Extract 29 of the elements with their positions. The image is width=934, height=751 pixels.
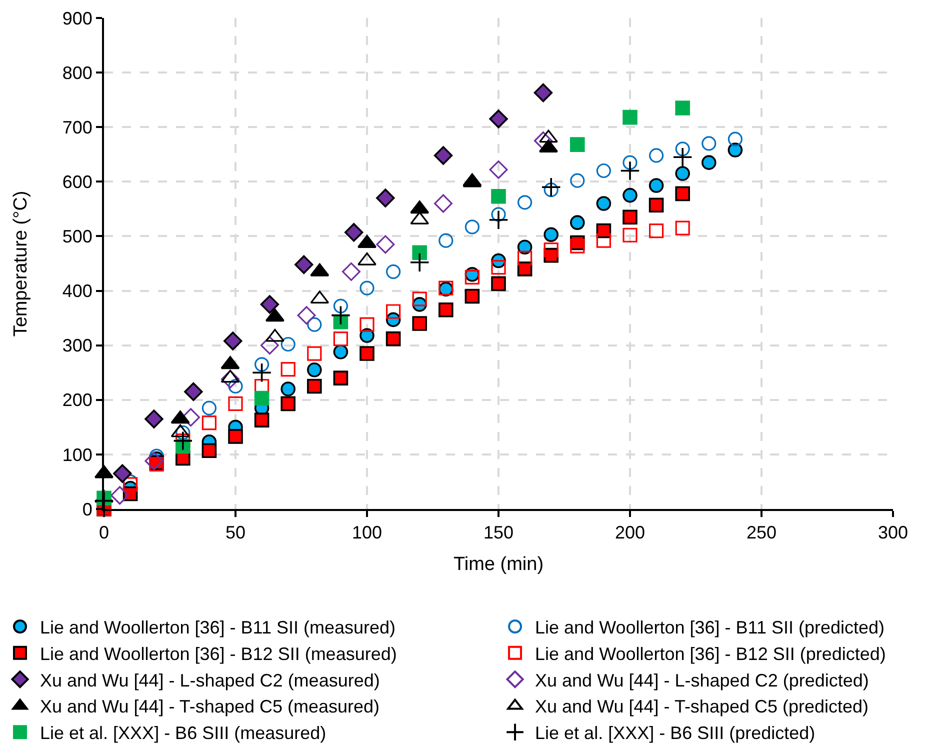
x-axis-title: Time (min) bbox=[453, 554, 544, 575]
x-tick-label: 300 bbox=[878, 522, 908, 543]
x-tick-label: 150 bbox=[483, 522, 514, 543]
y-axis-title: Temperature (°C) bbox=[10, 190, 32, 337]
legend-label: Lie and Woollerton [36] - B12 SII (predicted) bbox=[535, 644, 886, 664]
legend-label: Lie and Woollerton [36] - B12 SII (measured) bbox=[40, 644, 397, 664]
legend-label: Xu and Wu [44] - T-shaped C5 (predicted) bbox=[535, 696, 869, 717]
x-tick-label: 50 bbox=[225, 522, 246, 543]
y-tick-label: 300 bbox=[62, 336, 92, 356]
y-tick-label: 400 bbox=[62, 281, 92, 302]
y-tick-label: 200 bbox=[62, 390, 92, 410]
x-tick-label: 200 bbox=[614, 522, 646, 543]
legend-label: Xu and Wu [44] - T-shaped C5 (measured) bbox=[40, 696, 380, 717]
y-tick-label: 800 bbox=[62, 62, 92, 83]
legend-label: Lie and Woollerton [36] - B11 SII (measured) bbox=[40, 618, 396, 638]
x-tick-label: 0 bbox=[98, 522, 110, 543]
x-tick-label: 250 bbox=[746, 522, 777, 543]
y-tick-label: 700 bbox=[62, 117, 92, 138]
y-tick-label: 100 bbox=[62, 444, 92, 465]
legend-label: Lie and Woollerton [36] - B11 SII (predicted) bbox=[535, 618, 885, 638]
x-tick-label: 100 bbox=[352, 522, 382, 543]
legend-label: Lie et al. [XXX] - B6 SIII (predicted) bbox=[535, 723, 816, 744]
y-tick-label: 900 bbox=[62, 8, 92, 28]
legend-label: Xu and Wu [44] - L-shaped C2 (measured) bbox=[40, 670, 380, 690]
y-tick-label: 600 bbox=[62, 172, 92, 192]
legend-label: Lie et al. [XXX] - B6 SIII (measured) bbox=[40, 723, 326, 744]
legend-label: Xu and Wu [44] - L-shaped C2 (predicted) bbox=[535, 670, 869, 690]
y-tick-label: 0 bbox=[82, 499, 92, 520]
y-tick-label: 500 bbox=[62, 226, 92, 247]
